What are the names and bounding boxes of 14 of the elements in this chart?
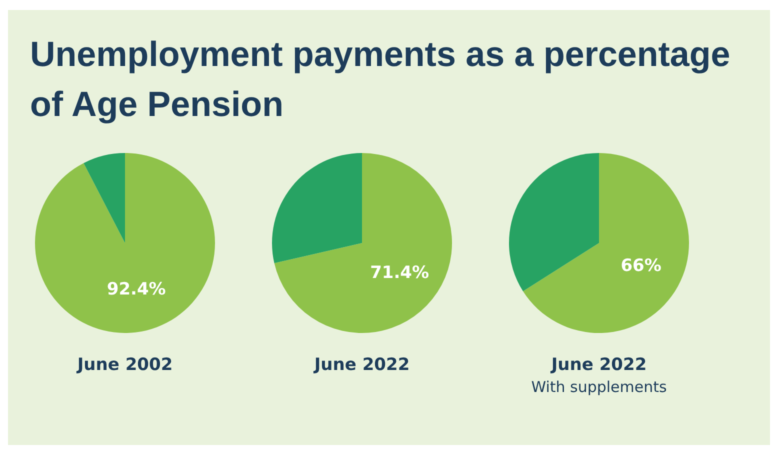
- text: June 2022: [550, 355, 647, 375]
- pie-slice: [272, 153, 362, 264]
- text: June 2022: [313, 355, 410, 375]
- text: June 2002: [76, 355, 173, 375]
- pie-slice: [84, 153, 125, 243]
- pie-slice: [523, 153, 689, 333]
- data-label: 66%: [620, 256, 662, 276]
- data-label: 71.4%: [370, 262, 430, 283]
- text: With supplements: [531, 378, 667, 396]
- pie-slice: [35, 153, 215, 333]
- data-label: 92.4%: [106, 280, 166, 300]
- pie-slice: [274, 153, 452, 333]
- text: Unemployment payments as a percentage of Age Pension: [30, 34, 732, 126]
- pie-slice: [509, 153, 599, 292]
